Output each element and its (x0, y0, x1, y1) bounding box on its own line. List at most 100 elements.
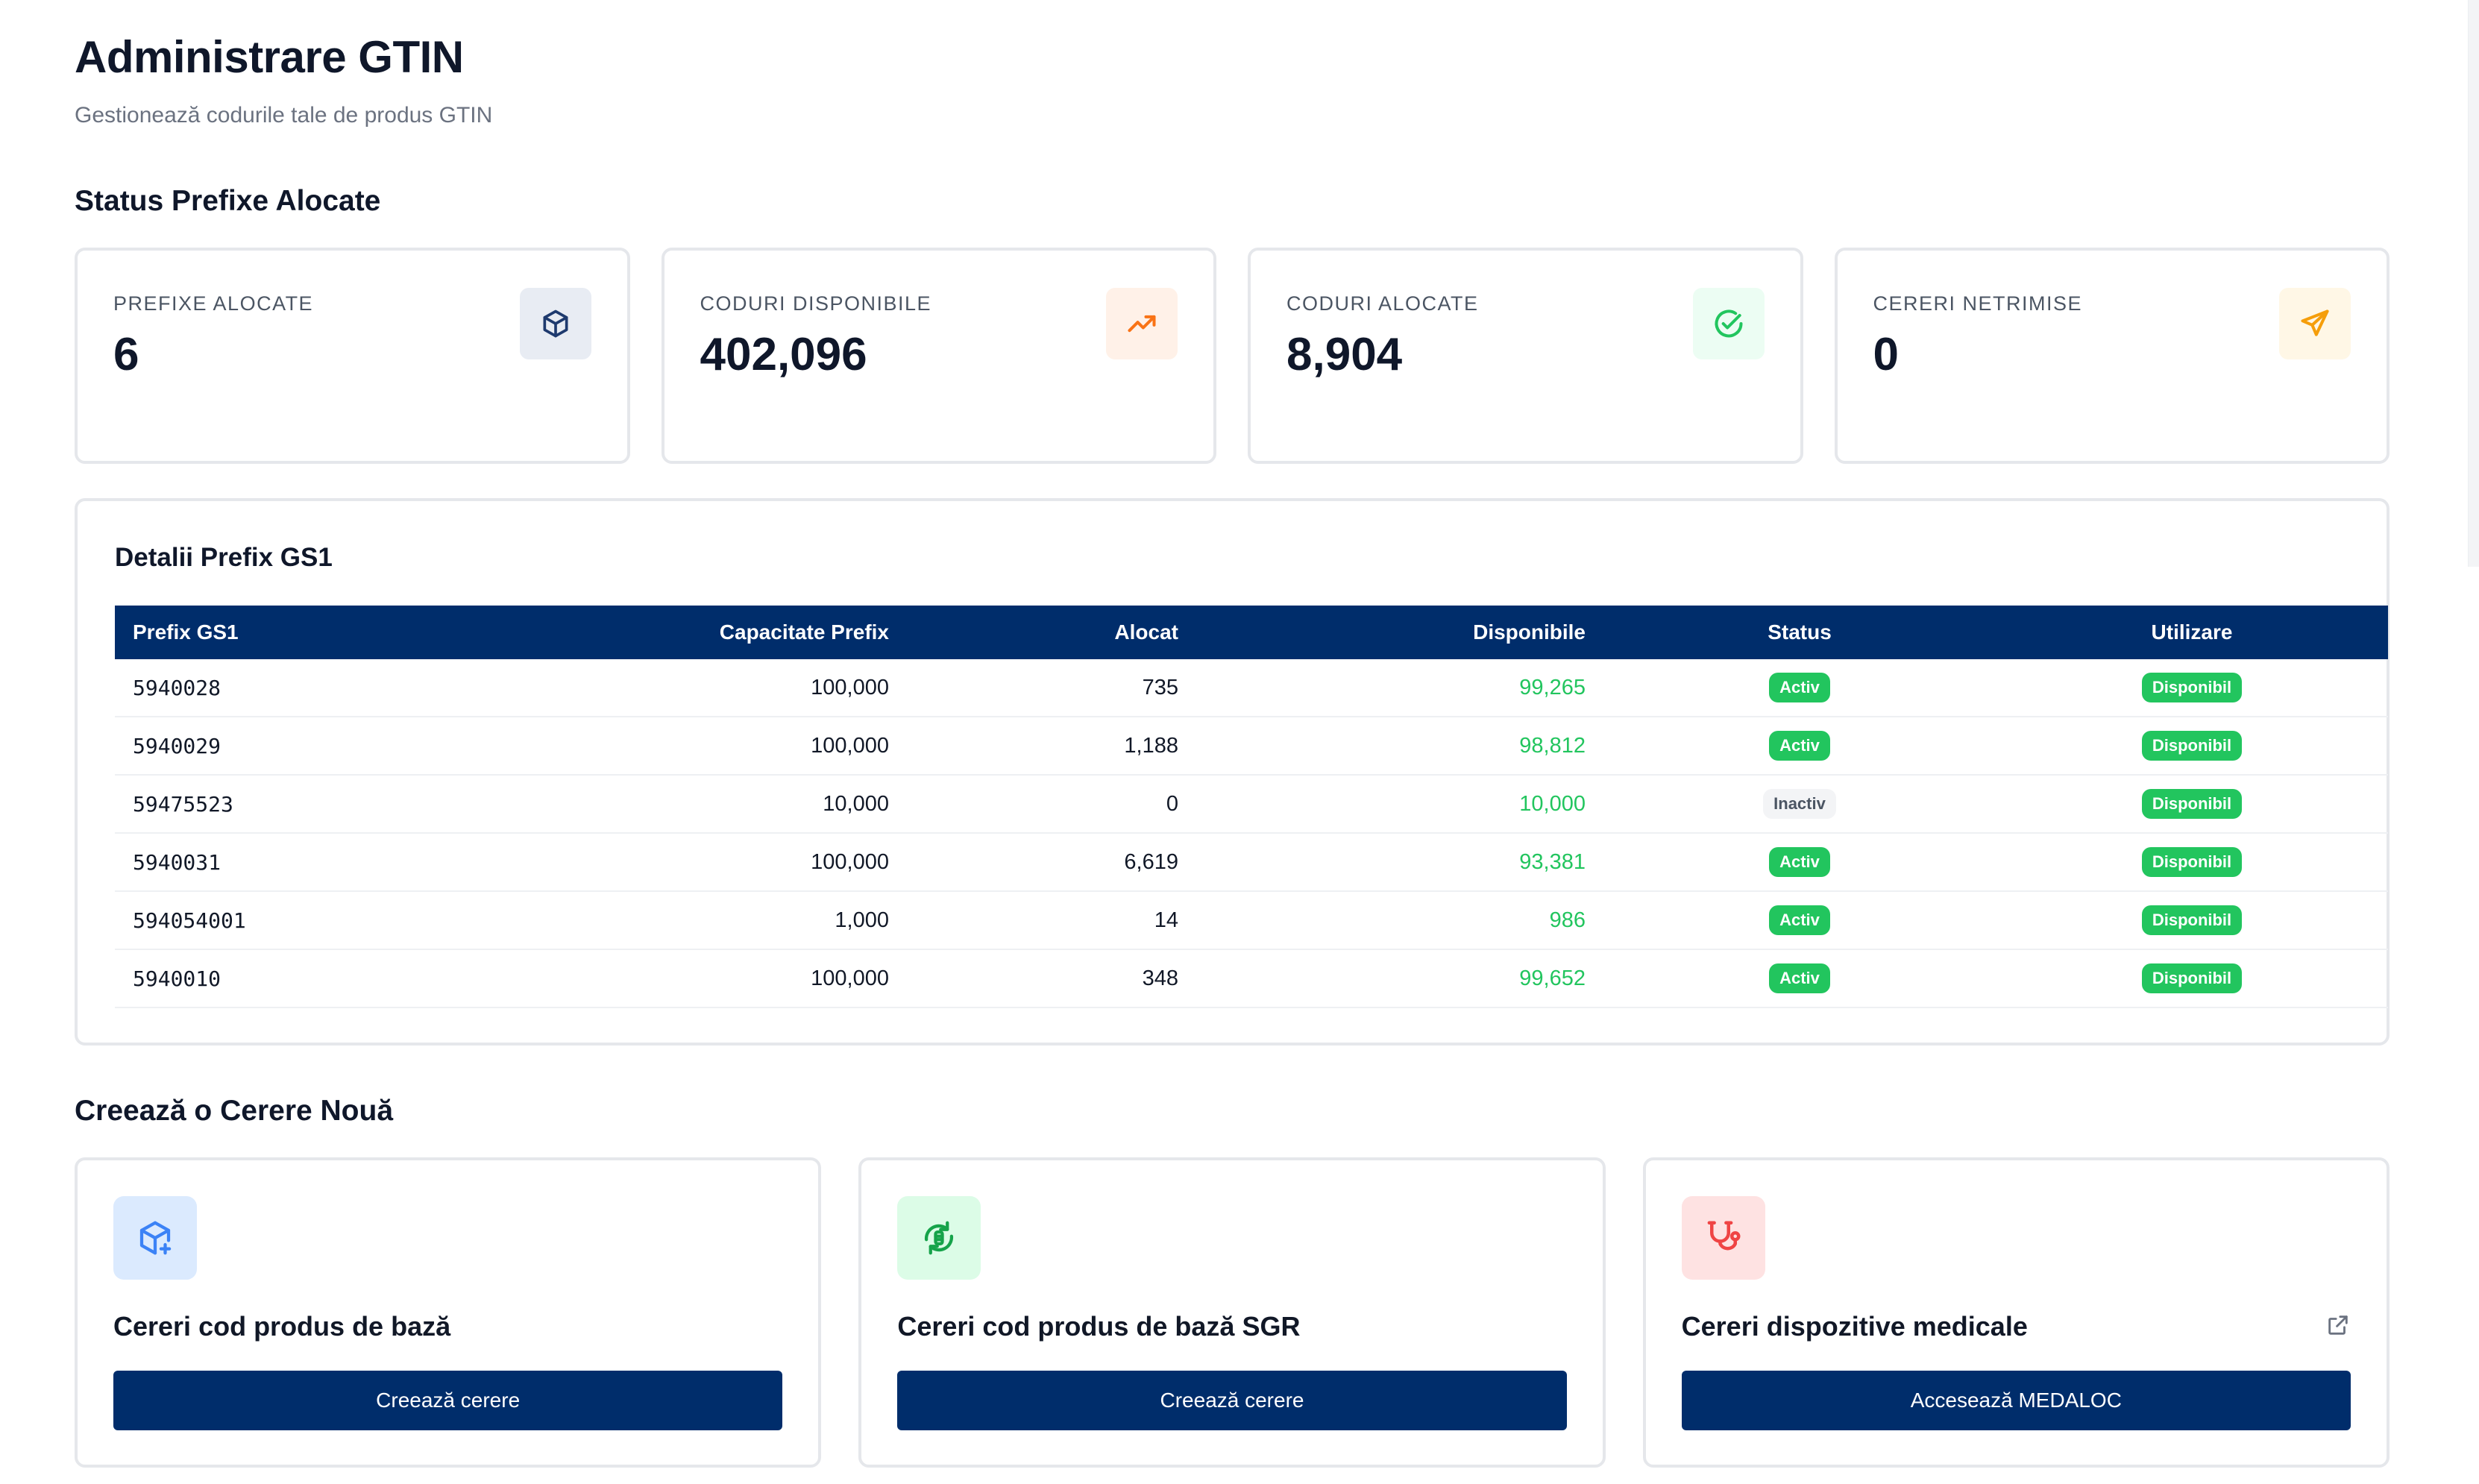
status-badge: Activ (1769, 731, 1830, 761)
access-medaloc-button[interactable]: Accesează MEDALOC (1681, 1371, 2351, 1430)
prefix-cell: 594054001 (115, 891, 538, 950)
stat-card-available-codes: CODURI DISPONIBILE 402,096 (661, 248, 1216, 464)
capacity-cell: 100,000 (538, 949, 907, 1008)
usage-cell: Disponibil (1996, 833, 2388, 892)
request-card-medical-devices: Cereri dispozitive medicale Accesează ME… (1642, 1157, 2390, 1468)
request-card-sgr: Cereri cod produs de bază SGR Creează ce… (858, 1157, 1606, 1468)
status-badge: Activ (1769, 963, 1830, 993)
allocated-cell: 14 (907, 891, 1196, 950)
column-header-allocated[interactable]: Alocat (907, 606, 1196, 659)
send-icon (2279, 288, 2351, 359)
stat-card-allocated-codes: CODURI ALOCATE 8,904 (1248, 248, 1803, 464)
available-cell: 99,265 (1196, 659, 1603, 717)
column-header-capacity[interactable]: Capacitate Prefix (538, 606, 907, 659)
status-badge: Activ (1769, 847, 1830, 877)
prefix-cell: 5940028 (115, 659, 538, 717)
prefix-cell: 5940031 (115, 833, 538, 892)
stats-section-title: Status Prefixe Alocate (75, 185, 381, 217)
table-row[interactable]: 5940031 100,000 6,619 93,381 Activ Dispo… (115, 833, 2388, 892)
stat-label: CERERI NETRIMISE (1873, 292, 2083, 315)
table-header-row: Prefix GS1 Capacitate Prefix Alocat Disp… (115, 606, 2388, 659)
status-cell: Activ (1603, 659, 1996, 717)
usage-cell: Disponibil (1996, 949, 2388, 1008)
stats-row: PREFIXE ALOCATE 6 CODURI DISPONIBILE 402… (75, 248, 2390, 464)
prefix-cell: 5940010 (115, 949, 538, 1008)
trending-up-icon (1106, 288, 1178, 359)
table-row[interactable]: 594054001 1,000 14 986 Activ Disponibil (115, 891, 2388, 950)
stat-value: 0 (1873, 329, 1899, 380)
column-header-prefix[interactable]: Prefix GS1 (115, 606, 538, 659)
stat-card-unsent-requests: CERERI NETRIMISE 0 (1834, 248, 2390, 464)
allocated-cell: 1,188 (907, 717, 1196, 776)
column-header-usage[interactable]: Utilizare (1996, 606, 2388, 659)
table-row[interactable]: 59475523 10,000 0 10,000 Inactiv Disponi… (115, 775, 2388, 834)
table-row[interactable]: 5940010 100,000 348 99,652 Activ Disponi… (115, 949, 2388, 1008)
usage-badge: Disponibil (2141, 963, 2243, 993)
column-header-status[interactable]: Status (1603, 606, 1996, 659)
page-title: Administrare GTIN (75, 32, 464, 82)
capacity-cell: 100,000 (538, 833, 907, 892)
available-cell: 98,812 (1196, 717, 1603, 776)
stat-label: CODURI ALOCATE (1286, 292, 1479, 315)
stat-card-allocated-prefixes: PREFIXE ALOCATE 6 (75, 248, 630, 464)
table-row[interactable]: 5940028 100,000 735 99,265 Activ Disponi… (115, 659, 2388, 717)
recycle-bottle-icon (897, 1196, 981, 1280)
stat-label: PREFIXE ALOCATE (113, 292, 314, 315)
prefix-details-card: Detalii Prefix GS1 Prefix GS1 Capacitate… (75, 498, 2390, 1046)
request-card-title: Cereri cod produs de bază SGR (897, 1311, 1301, 1342)
new-request-cards: Cereri cod produs de bază Creează cerere… (75, 1157, 2390, 1468)
stat-value: 8,904 (1286, 329, 1403, 380)
create-request-sgr-button[interactable]: Creează cerere (897, 1371, 1567, 1430)
request-card-title: Cereri dispozitive medicale (1681, 1311, 2028, 1342)
usage-badge: Disponibil (2141, 673, 2243, 702)
prefix-table: Prefix GS1 Capacitate Prefix Alocat Disp… (115, 606, 2388, 1008)
stat-value: 6 (113, 329, 139, 380)
box-icon (519, 288, 591, 359)
status-cell: Activ (1603, 833, 1996, 892)
box-plus-icon (113, 1196, 197, 1280)
capacity-cell: 100,000 (538, 717, 907, 776)
status-badge: Inactiv (1763, 789, 1836, 819)
capacity-cell: 1,000 (538, 891, 907, 950)
status-cell: Activ (1603, 717, 1996, 776)
scrollbar[interactable] (2468, 0, 2479, 567)
column-header-available[interactable]: Disponibile (1196, 606, 1603, 659)
stat-label: CODURI DISPONIBILE (700, 292, 932, 315)
allocated-cell: 735 (907, 659, 1196, 717)
usage-cell: Disponibil (1996, 717, 2388, 776)
prefix-cell: 5940029 (115, 717, 538, 776)
available-cell: 986 (1196, 891, 1603, 950)
page-subtitle: Gestionează codurile tale de produs GTIN (75, 103, 493, 128)
usage-cell: Disponibil (1996, 659, 2388, 717)
create-request-button[interactable]: Creează cerere (113, 1371, 783, 1430)
stethoscope-icon (1681, 1196, 1765, 1280)
usage-badge: Disponibil (2141, 847, 2243, 877)
capacity-cell: 100,000 (538, 659, 907, 717)
status-badge: Activ (1769, 905, 1830, 935)
stat-value: 402,096 (700, 329, 867, 380)
status-cell: Inactiv (1603, 775, 1996, 834)
status-cell: Activ (1603, 949, 1996, 1008)
available-cell: 93,381 (1196, 833, 1603, 892)
allocated-cell: 6,619 (907, 833, 1196, 892)
new-request-section-title: Creează o Cerere Nouă (75, 1095, 394, 1127)
external-link-icon[interactable] (2325, 1312, 2351, 1338)
usage-badge: Disponibil (2141, 789, 2243, 819)
usage-cell: Disponibil (1996, 891, 2388, 950)
check-circle-icon (1692, 288, 1765, 359)
usage-cell: Disponibil (1996, 775, 2388, 834)
usage-badge: Disponibil (2141, 905, 2243, 935)
table-row[interactable]: 5940029 100,000 1,188 98,812 Activ Dispo… (115, 717, 2388, 776)
available-cell: 99,652 (1196, 949, 1603, 1008)
allocated-cell: 348 (907, 949, 1196, 1008)
available-cell: 10,000 (1196, 775, 1603, 834)
request-card-title: Cereri cod produs de bază (113, 1311, 451, 1342)
status-cell: Activ (1603, 891, 1996, 950)
status-badge: Activ (1769, 673, 1830, 702)
prefix-details-title: Detalii Prefix GS1 (115, 543, 333, 572)
capacity-cell: 10,000 (538, 775, 907, 834)
usage-badge: Disponibil (2141, 731, 2243, 761)
request-card-base-product: Cereri cod produs de bază Creează cerere (75, 1157, 822, 1468)
prefix-cell: 59475523 (115, 775, 538, 834)
